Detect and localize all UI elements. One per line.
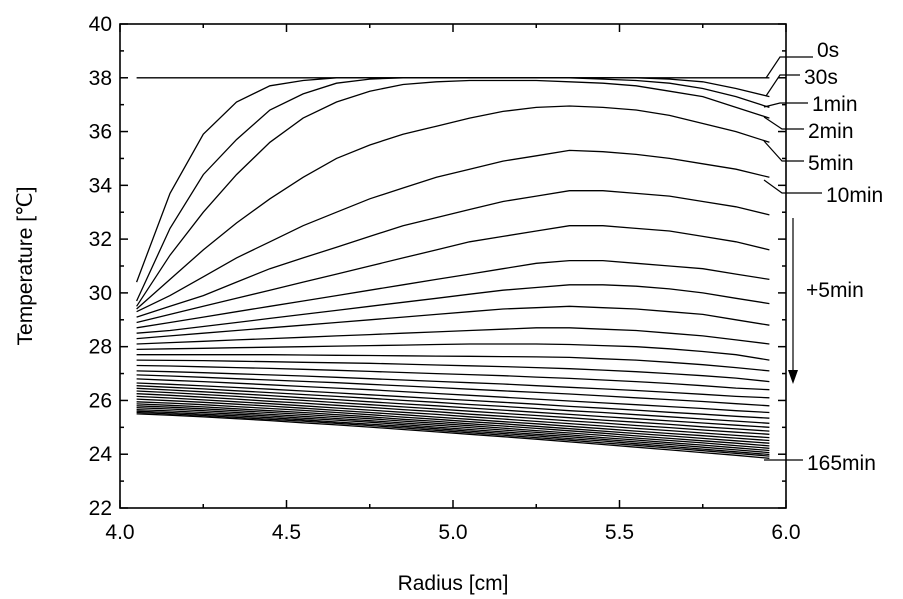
series-line-14 — [136, 359, 770, 383]
series-line-32 — [136, 411, 770, 457]
interval-arrow-head — [788, 370, 798, 384]
curve-label: 2min — [808, 120, 854, 143]
y-tick-label: 32 — [89, 228, 112, 251]
curve-label: 165min — [807, 452, 876, 475]
x-tick-label: 5.5 — [605, 521, 634, 544]
series-line-28 — [136, 405, 770, 449]
series-line-17 — [136, 374, 770, 407]
series-line-27 — [136, 403, 770, 447]
series-line-6 — [136, 190, 770, 318]
curve-label: 1min — [812, 93, 858, 116]
y-tick-label: 28 — [89, 336, 112, 359]
series-line-31 — [136, 410, 770, 456]
series-line-26 — [136, 401, 770, 444]
series-line-21 — [136, 387, 770, 428]
x-tick-label: 5.0 — [438, 521, 467, 544]
series-line-7 — [136, 225, 770, 324]
series-line-9 — [136, 284, 770, 334]
x-tick-label: 6.0 — [771, 521, 800, 544]
series-line-20 — [136, 385, 770, 424]
series-line-16 — [136, 370, 770, 399]
series-line-3 — [136, 79, 770, 307]
x-tick-label: 4.5 — [272, 521, 301, 544]
x-axis-title: Radius [cm] — [398, 572, 509, 595]
series-line-22 — [136, 390, 770, 432]
series-line-19 — [136, 382, 770, 419]
series-line-2 — [136, 77, 770, 302]
series-line-24 — [136, 395, 770, 439]
series-line-10 — [136, 305, 770, 340]
y-tick-label: 40 — [89, 13, 112, 36]
y-tick-label: 36 — [89, 121, 112, 144]
label-leader-line — [763, 140, 804, 162]
series-line-15 — [136, 364, 770, 391]
curves-layer — [135, 77, 770, 459]
plot-frame — [119, 23, 787, 509]
y-tick-label: 30 — [89, 282, 112, 305]
y-tick-label: 24 — [89, 443, 113, 466]
y-tick-label: 22 — [89, 497, 112, 520]
series-line-8 — [136, 259, 770, 329]
series-line-23 — [136, 393, 770, 435]
y-axis-title: Temperature [℃] — [14, 187, 37, 346]
series-line-4 — [136, 105, 770, 310]
series-line-33 — [136, 413, 770, 459]
series-line-30 — [136, 408, 770, 454]
series-line-25 — [136, 398, 770, 442]
y-tick-label: 26 — [89, 389, 112, 412]
annotations-layer: 0s 30s 1min 2min 5min 10min 165min +5min — [763, 39, 883, 475]
series-line-18 — [136, 378, 770, 414]
axes-layer: 4.0 4.5 5.0 5.5 6.0 22 24 26 28 30 32 34 36 38 40 — [89, 13, 801, 544]
label-leader-line — [765, 74, 800, 97]
label-leader-line — [763, 116, 804, 130]
y-tick-label: 34 — [89, 174, 113, 197]
series-line-13 — [136, 354, 770, 372]
series-line-5 — [136, 149, 770, 313]
curve-label: 0s — [817, 39, 839, 62]
series-line-12 — [136, 343, 770, 361]
interval-label: +5min — [806, 279, 864, 302]
x-tick-label: 4.0 — [105, 521, 134, 544]
series-line-29 — [136, 407, 770, 452]
label-leader-line — [765, 56, 813, 79]
curve-label: 5min — [808, 152, 854, 175]
curve-label: 10min — [826, 184, 883, 207]
label-leader-line — [763, 179, 822, 194]
label-leader-line — [763, 102, 808, 108]
curve-label: 30s — [804, 66, 838, 89]
series-line-11 — [136, 327, 770, 345]
y-tick-label: 38 — [89, 67, 112, 90]
